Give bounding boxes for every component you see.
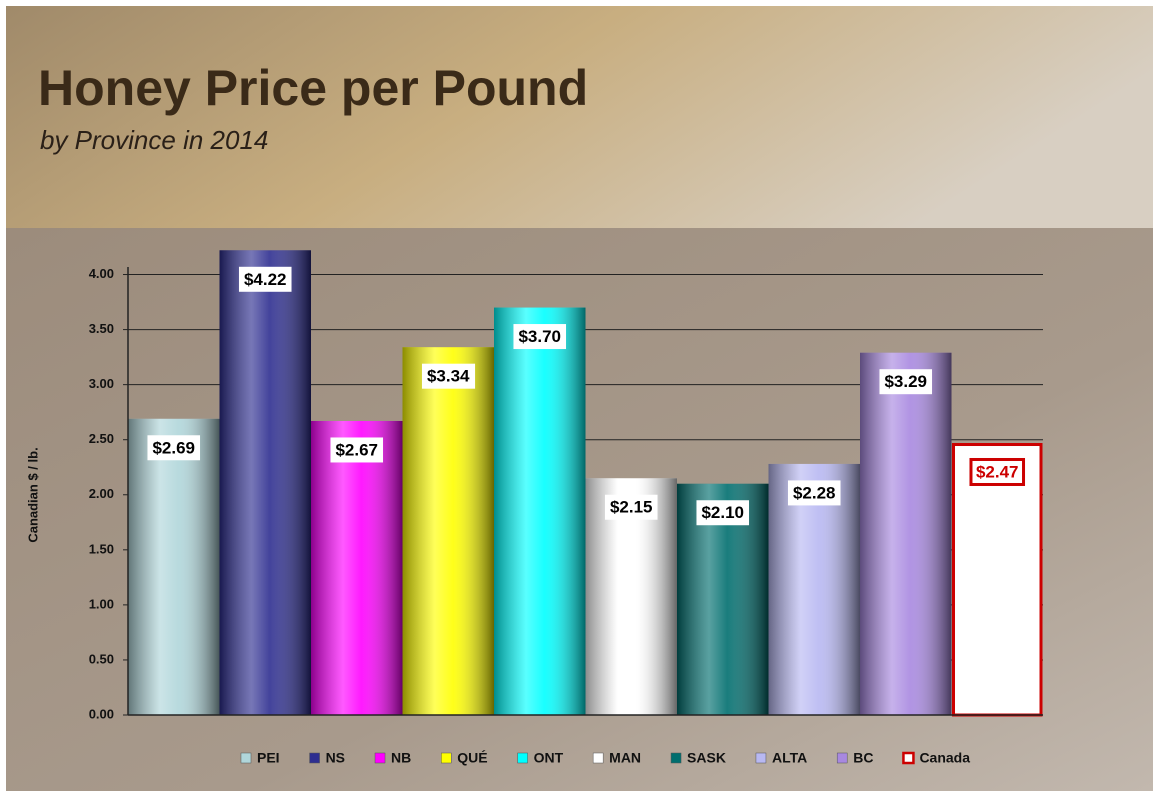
legend-swatch [592,752,604,764]
value-label: $3.70 [518,327,561,346]
chart-subtitle: by Province in 2014 [40,125,268,155]
legend-label: Canada [919,750,970,766]
legend-label: ALTA [772,750,807,766]
bar-shade [219,250,311,715]
header-bg [6,6,1153,228]
y-tick-label: 2.50 [89,431,114,446]
legend-swatch [670,752,682,764]
legend-swatch [374,752,386,764]
legend-swatch [755,752,767,764]
legend-swatch [836,752,848,764]
value-label-box [147,435,201,461]
y-tick-label: 0.50 [89,651,114,666]
legend-swatch [902,751,915,765]
legend-label: PEI [257,750,280,766]
bar [952,443,1043,717]
legend-swatch [240,752,252,764]
legend-swatch [309,752,320,764]
y-tick-label: 3.00 [89,376,114,391]
chart-title: Honey Price per Pound [38,60,588,116]
value-label: $2.69 [152,438,195,457]
y-tick-label: 2.00 [89,486,114,501]
legend-label: BC [853,750,873,766]
value-label-box [969,457,1026,486]
value-label-box [604,494,658,520]
legend-label: MAN [609,750,641,766]
bar-shade [860,352,952,715]
legend: PEI NS NB QUÉ ONT MAN SASK ALTA BC Canada [240,750,970,766]
value-label: $4.22 [244,270,287,289]
y-tick-label: 3.50 [89,321,114,336]
legend-swatch [517,752,528,764]
value-label-box [421,363,476,389]
value-label: $2.47 [976,462,1019,481]
y-tick-label: 1.00 [89,596,114,611]
y-tick-label: 1.50 [89,541,114,556]
bar-shade [128,418,220,715]
value-label-box [787,480,841,506]
value-label: $3.34 [427,367,470,386]
value-label-box [513,324,567,350]
value-label: $2.10 [701,503,744,522]
value-label-box [238,266,292,292]
y-tick-label: 4.00 [89,266,114,281]
value-label: $2.67 [335,440,378,459]
value-label: $2.15 [610,498,653,517]
plot: 0.00 0.50 1.00 1.50 2.00 2.50 3.00 3.50 4.00 $2.6… [89,250,1043,721]
bar-shade [768,463,860,715]
legend-label: ONT [534,750,564,766]
bar-shade [494,307,586,715]
legend-label: NB [391,750,411,766]
value-label: $2.28 [793,483,836,502]
legend-label: NS [326,750,345,766]
value-label-box [696,500,750,526]
value-label-box [330,437,384,463]
value-label-box [879,369,933,395]
value-label: $3.29 [884,372,927,391]
legend-label: QUÉ [457,750,487,766]
legend-swatch [441,752,452,764]
y-tick-label: 0.00 [89,706,114,721]
bar-shade [402,347,494,715]
legend-label: SASK [687,750,726,766]
y-axis-label: Canadian $ / lb. [25,447,40,542]
bar-shade [311,420,403,715]
